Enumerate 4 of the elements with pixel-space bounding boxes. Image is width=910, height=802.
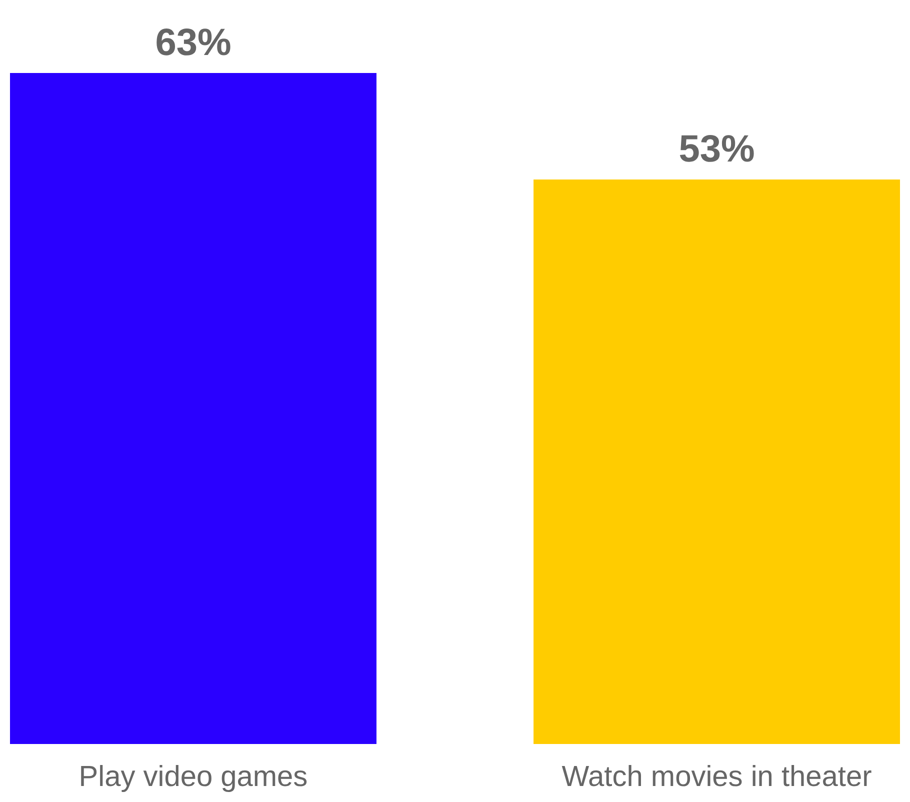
data-label: 63% [155, 22, 232, 64]
x-tick-label: Play video games [78, 761, 308, 793]
x-tick-label: Watch movies in theater [562, 761, 872, 793]
data-label: 53% [678, 128, 755, 171]
